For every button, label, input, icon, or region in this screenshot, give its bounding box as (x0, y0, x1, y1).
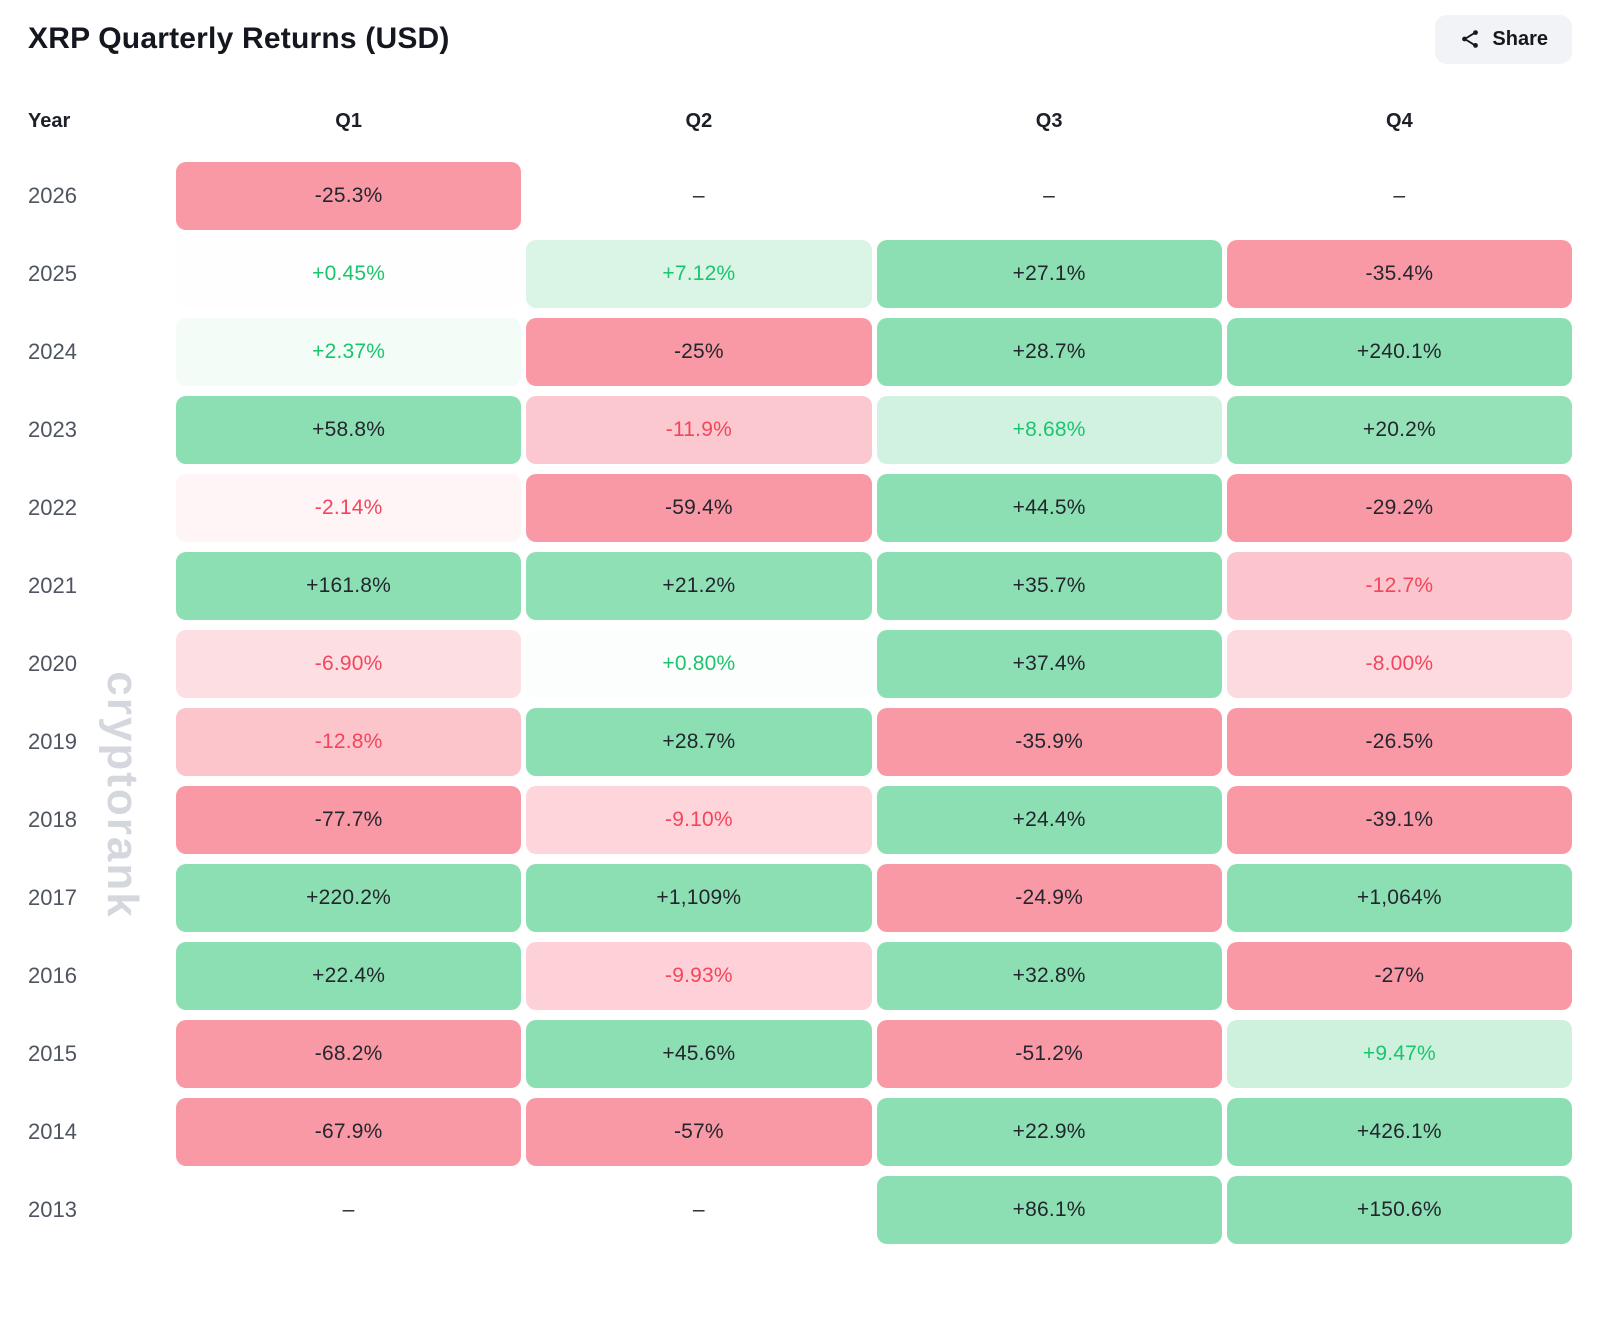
return-cell: -29.2% (1226, 474, 1572, 542)
return-cell: -51.2% (876, 1020, 1222, 1088)
return-cell: +45.6% (526, 1020, 872, 1088)
return-cell: -12.7% (1226, 552, 1572, 620)
return-cell: -8.00% (1226, 630, 1572, 698)
return-cell: +8.68% (876, 396, 1222, 464)
return-cell: – (692, 184, 705, 207)
return-cell: +426.1% (1226, 1098, 1572, 1166)
return-cell: -35.4% (1226, 240, 1572, 308)
year-label: 2015 (28, 1041, 77, 1066)
return-cell: +28.7% (526, 708, 872, 776)
return-cell: -9.93% (526, 942, 872, 1010)
column-header-q1: Q1 (335, 109, 362, 132)
year-label: 2018 (28, 807, 77, 832)
return-cell: +22.9% (876, 1098, 1222, 1166)
return-cell: +86.1% (876, 1176, 1222, 1244)
year-label: 2023 (28, 417, 77, 442)
column-header-q3: Q3 (1035, 109, 1063, 132)
table-header-row: Year Q1 Q2 Q3 Q4 (28, 108, 1572, 134)
return-cell: -68.2% (176, 1020, 522, 1088)
return-cell: -12.8% (176, 708, 522, 776)
return-cell: -35.9% (876, 708, 1222, 776)
return-cell: +27.1% (876, 240, 1222, 308)
return-cell: – (342, 1198, 355, 1221)
return-cell: +240.1% (1226, 318, 1572, 386)
table-row: 2015 -68.2% +45.6% -51.2% +9.47% (28, 1020, 1572, 1088)
table-row: 2019 -12.8% +28.7% -35.9% -26.5% (28, 708, 1572, 776)
return-cell: +22.4% (176, 942, 522, 1010)
return-cell: +24.4% (876, 786, 1222, 854)
return-cell: +28.7% (876, 318, 1222, 386)
table-row: 2024 +2.37% -25% +28.7% +240.1% (28, 318, 1572, 386)
table-row: 2022 -2.14% -59.4% +44.5% -29.2% (28, 474, 1572, 542)
year-label: 2022 (28, 495, 77, 520)
return-cell: +21.2% (526, 552, 872, 620)
return-cell: +58.8% (176, 396, 522, 464)
return-cell: +161.8% (176, 552, 522, 620)
year-label: 2025 (28, 261, 77, 286)
return-cell: -27% (1226, 942, 1572, 1010)
table-body: 2026 -25.3% – – – 2025 +0.45% +7.12% +27.1% -3… (28, 162, 1572, 1244)
page-title: XRP Quarterly Returns (USD) (28, 22, 450, 55)
return-cell: +9.47% (1226, 1020, 1572, 1088)
return-cell: -24.9% (876, 864, 1222, 932)
table-row: 2023 +58.8% -11.9% +8.68% +20.2% (28, 396, 1572, 464)
table-row: 2017 +220.2% +1,109% -24.9% +1,064% (28, 864, 1572, 932)
table-row: 2013 – – +86.1% +150.6% (28, 1176, 1572, 1244)
return-cell: – (1393, 184, 1406, 207)
table-row: 2020 -6.90% +0.80% +37.4% -8.00% (28, 630, 1572, 698)
return-cell: -26.5% (1226, 708, 1572, 776)
table-row: 2014 -67.9% -57% +22.9% +426.1% (28, 1098, 1572, 1166)
return-cell: -9.10% (526, 786, 872, 854)
return-cell: +7.12% (526, 240, 872, 308)
return-cell: +32.8% (876, 942, 1222, 1010)
return-cell: -11.9% (526, 396, 872, 464)
top-bar: XRP Quarterly Returns (USD) Share (28, 0, 1572, 64)
return-cell: +150.6% (1226, 1176, 1572, 1244)
return-cell: +220.2% (176, 864, 522, 932)
returns-table: Year Q1 Q2 Q3 Q4 2026 -25.3% – – – 2025 +0.… (28, 108, 1572, 1244)
return-cell: -25.3% (176, 162, 522, 230)
column-header-year: Year (28, 109, 71, 132)
return-cell: +20.2% (1226, 396, 1572, 464)
table-row: 2026 -25.3% – – – (28, 162, 1572, 230)
return-cell: -67.9% (176, 1098, 522, 1166)
table-row: 2016 +22.4% -9.93% +32.8% -27% (28, 942, 1572, 1010)
column-header-q4: Q4 (1386, 109, 1413, 132)
return-cell: -6.90% (176, 630, 522, 698)
year-label: 2016 (28, 963, 77, 988)
year-label: 2017 (28, 885, 77, 910)
return-cell: -2.14% (176, 474, 522, 542)
return-cell: +2.37% (176, 318, 522, 386)
year-label: 2014 (28, 1119, 77, 1144)
return-cell: -39.1% (1226, 786, 1572, 854)
return-cell: +1,109% (526, 864, 872, 932)
return-cell: -77.7% (176, 786, 522, 854)
table-row: 2021 +161.8% +21.2% +35.7% -12.7% (28, 552, 1572, 620)
return-cell: +35.7% (876, 552, 1222, 620)
return-cell: -57% (526, 1098, 872, 1166)
return-cell: -25% (526, 318, 872, 386)
share-button[interactable]: Share (1435, 14, 1572, 64)
return-cell: +37.4% (876, 630, 1222, 698)
return-cell: +0.45% (312, 262, 386, 285)
return-cell: +1,064% (1226, 864, 1572, 932)
share-icon (1459, 28, 1481, 50)
return-cell: -59.4% (526, 474, 872, 542)
return-cell: – (1043, 184, 1056, 207)
year-label: 2024 (28, 339, 77, 364)
return-cell: +44.5% (876, 474, 1222, 542)
table-row: 2025 +0.45% +7.12% +27.1% -35.4% (28, 240, 1572, 308)
column-header-q2: Q2 (685, 109, 713, 132)
return-cell: – (692, 1198, 705, 1221)
year-label: 2021 (28, 573, 77, 598)
share-button-label: Share (1492, 27, 1548, 50)
year-label: 2013 (28, 1197, 77, 1222)
year-label: 2026 (28, 183, 77, 208)
year-label: 2019 (28, 729, 77, 754)
year-label: 2020 (28, 651, 77, 676)
return-cell: +0.80% (662, 652, 736, 675)
table-row: 2018 -77.7% -9.10% +24.4% -39.1% (28, 786, 1572, 854)
